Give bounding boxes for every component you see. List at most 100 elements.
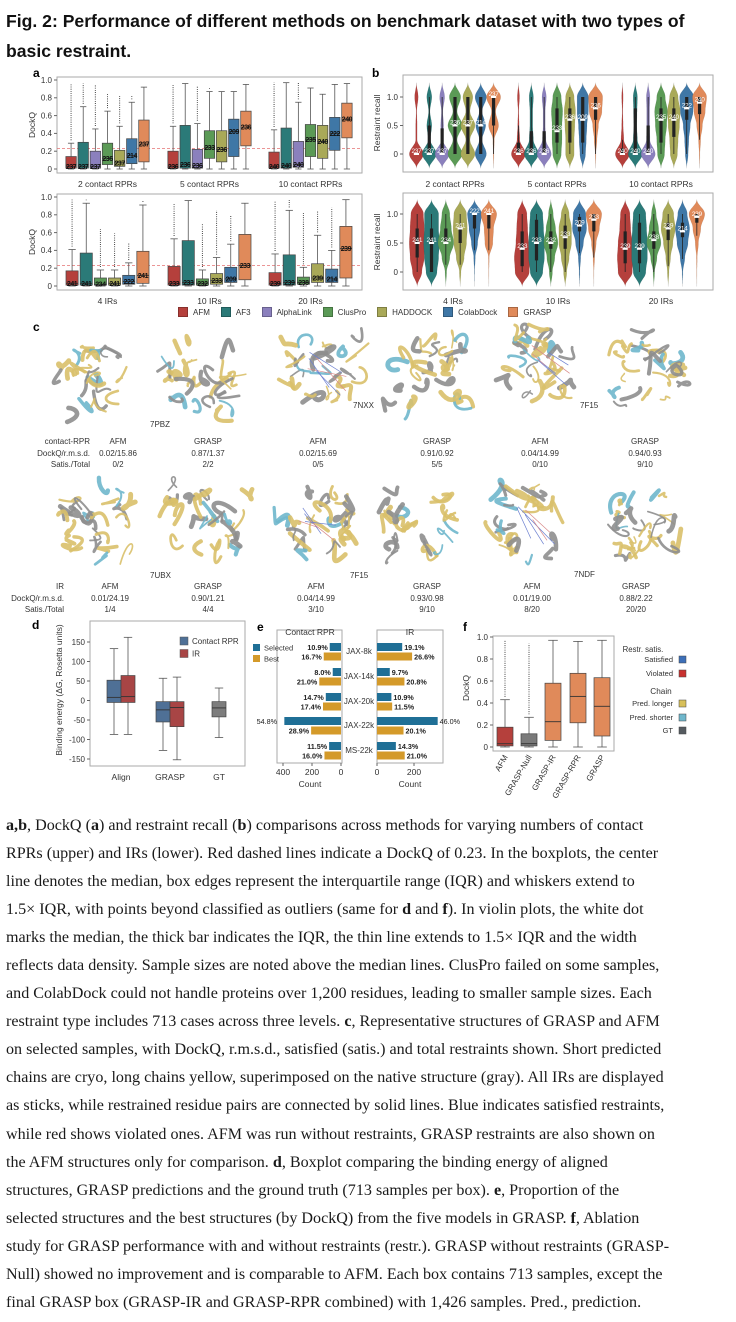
violin-iqr-bar [542, 131, 546, 154]
protein-ribbon [160, 355, 175, 369]
box-iqr [228, 118, 240, 157]
dockq-rmsd-value: 0.88/2.22 [619, 593, 653, 603]
pdb-id-label: 7PBZ [150, 420, 171, 429]
protein-ribbon [440, 503, 459, 522]
legend-swatch [377, 307, 388, 317]
bar-value-label: 19.1% [404, 643, 425, 652]
protein-ribbon [432, 544, 444, 556]
caption-text: selected structures and the best structu… [6, 1209, 571, 1227]
protein-ribbon [80, 348, 99, 362]
sample-size-label: 232 [546, 237, 557, 244]
violin-median-marker [671, 118, 677, 121]
protein-ribbon [621, 544, 638, 560]
protein-ribbon [613, 552, 632, 562]
dockq-rmsd-value: 0.04/14.99 [297, 593, 335, 603]
violin-median-marker [580, 118, 586, 121]
sample-size-label: 240 [281, 163, 292, 170]
violin-median-marker [622, 247, 628, 250]
restraint-line [309, 352, 342, 373]
protein-structure-image [380, 329, 476, 421]
protein-structure-image [157, 476, 255, 565]
caption-text: on selected samples, with DockQ, r.m.s.d… [6, 1041, 662, 1059]
d-ytick-label: 100 [72, 657, 86, 666]
model-method-label: AFM [523, 582, 541, 591]
box-plot [216, 91, 228, 170]
d-ytick-label: -150 [69, 755, 86, 764]
caption-line: the AFM structures only for comparison. … [6, 1149, 736, 1177]
box-iqr [122, 274, 136, 285]
violin-iqr-bar [529, 131, 533, 154]
box-plot [292, 82, 304, 170]
caption-text: structures, GRASP predictions and the gr… [6, 1181, 494, 1199]
box-plot [120, 636, 136, 735]
protein-ribbon [92, 535, 102, 554]
box-plot [167, 84, 179, 170]
violin-median-marker [478, 124, 484, 127]
caption-line: selected structures and the best structu… [6, 1205, 736, 1233]
protein-ribbon [56, 358, 72, 371]
sample-size-label: 239 [341, 246, 352, 253]
violin-iqr-bar [633, 108, 637, 154]
f-ylabel: DockQ [461, 675, 471, 701]
legend-label: Contact RPR [192, 637, 239, 646]
legend-swatch [678, 655, 687, 664]
violin-iqr-bar [440, 128, 444, 154]
protein-ribbon [115, 365, 128, 384]
protein-ribbon [162, 495, 178, 506]
sample-size-label: 241 [109, 281, 120, 288]
violin-median-marker [515, 153, 522, 155]
violin-iqr-bar [592, 214, 596, 232]
a-lower-ytick-label: 0.8 [41, 211, 53, 220]
protein-ribbon [325, 385, 333, 401]
protein-ribbon [513, 323, 526, 342]
dockq-rmsd-value: 0.01/19.00 [513, 593, 551, 603]
protein-ribbon [350, 365, 368, 385]
violin-iqr-bar [427, 125, 431, 154]
sample-size-label: 237 [437, 148, 448, 155]
sample-size-label: 232 [197, 281, 208, 288]
restraint-line [532, 519, 548, 541]
violin-median-marker [443, 242, 449, 244]
protein-ribbon [312, 500, 333, 524]
caption-text: , Representative structures of GRASP and… [351, 1013, 660, 1031]
box-iqr [195, 278, 209, 286]
a-lower-ytick-label: 0.4 [41, 246, 53, 255]
caption-line: and ColabDock could not handle proteins … [6, 980, 736, 1008]
protein-ribbon [390, 536, 399, 555]
x-axis-label: Count [399, 779, 422, 789]
restraint-line [538, 360, 567, 386]
protein-ribbon [219, 373, 247, 390]
protein-ribbon [392, 382, 404, 393]
plot-frame-d [89, 620, 246, 767]
metric-row-label: DockQ/r.m.s.d. [11, 593, 64, 603]
category-label: GRASP [585, 753, 607, 783]
bar-selected [377, 742, 396, 750]
restraint-line [516, 507, 532, 539]
b-lower-ytick-label: 0.5 [387, 239, 399, 248]
caption-line: while red shows violated ones. AFM was r… [6, 1121, 736, 1149]
pdb-id-label: 7F15 [580, 401, 599, 410]
protein-ribbon [173, 376, 195, 396]
violin-iqr-bar [516, 142, 521, 154]
category-label: JAX-22k [344, 721, 375, 730]
f-ytick-label: 0.4 [477, 699, 489, 708]
protein-ribbon [287, 515, 302, 528]
legend-label: ClusPro [337, 307, 367, 317]
protein-ribbon [379, 513, 393, 534]
protein-structure-image [276, 327, 370, 405]
pdb-id-label: 7UBX [150, 571, 171, 580]
sample-size-label: 238 [298, 280, 309, 287]
category-label: GRASP-IR [530, 753, 558, 792]
dockq-rmsd-value: 0.93/0.98 [410, 593, 444, 603]
caption-text: study for GRASP performance with and wit… [6, 1237, 670, 1255]
violin-median-marker [486, 213, 492, 215]
a-lower-ylabel: DockQ [27, 229, 37, 255]
sample-size-label: 240 [617, 148, 628, 155]
box-iqr [93, 277, 107, 286]
restraint-line [305, 521, 336, 526]
category-label: 20 IRs [298, 296, 323, 306]
caption-line: marks the median, the thick bar indicate… [6, 924, 736, 952]
protein-ribbon [209, 538, 222, 552]
x-tick-label: 400 [276, 767, 290, 777]
category-label: 10 contact RPRs [629, 179, 693, 189]
